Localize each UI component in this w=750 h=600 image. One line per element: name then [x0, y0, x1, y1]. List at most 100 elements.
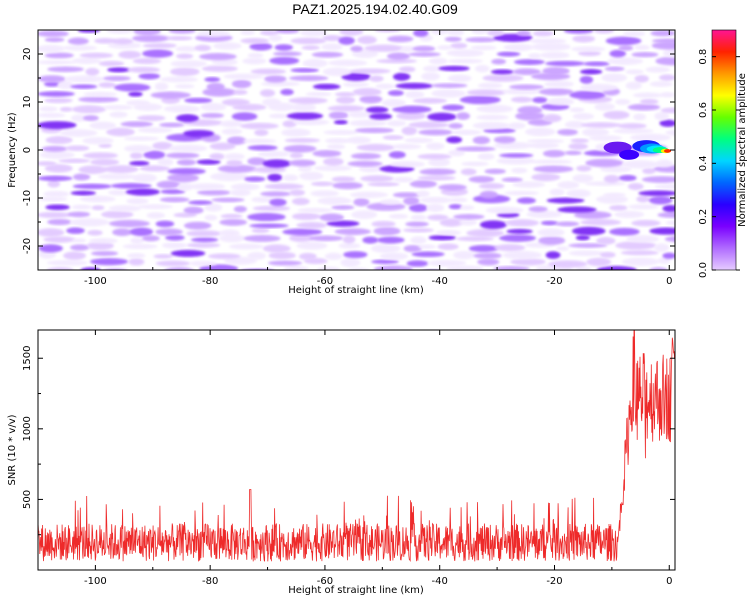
x-tick-label: -60 [317, 576, 333, 587]
noise-blob [45, 136, 73, 145]
noise-blob [428, 57, 448, 65]
noise-blob [615, 241, 657, 250]
noise-blob [450, 42, 468, 49]
noise-blob [157, 158, 174, 166]
noise-blob [578, 50, 601, 57]
noise-blob [512, 181, 546, 188]
noise-blob [297, 165, 313, 172]
noise-blob [537, 228, 565, 237]
noise-blob [571, 46, 606, 52]
noise-blob [301, 45, 320, 50]
colorbar-ticks: 0.0 0.2 0.4 0.6 0.8 [698, 49, 740, 278]
noise-blob [582, 127, 610, 137]
noise-blob [340, 258, 361, 268]
noise-blob [609, 49, 627, 58]
noise-blob [475, 64, 490, 73]
noise-blob [603, 192, 627, 198]
noise-blob [516, 30, 531, 37]
noise-blob [664, 235, 675, 243]
noise-blob [648, 196, 673, 205]
noise-blob [170, 67, 200, 76]
noise-blob [204, 214, 218, 221]
noise-blob [262, 244, 291, 253]
noise-blob [350, 191, 389, 198]
noise-blob [618, 45, 634, 51]
noise-blob [589, 135, 623, 141]
noise-blob [190, 237, 219, 243]
noise-blob [108, 219, 150, 228]
noise-blob [513, 59, 545, 66]
noise-blob [47, 180, 61, 188]
noise-blob [142, 43, 177, 49]
noise-blob [403, 196, 420, 206]
noise-blob [532, 96, 548, 104]
noise-blob [283, 265, 309, 270]
noise-blob [652, 38, 675, 44]
noise-blob [524, 127, 556, 137]
noise-blob [226, 159, 243, 167]
noise-blob [494, 244, 526, 252]
noise-blob [264, 75, 287, 83]
noise-blob [233, 205, 247, 213]
noise-blob [240, 38, 270, 44]
noise-blob [626, 235, 660, 243]
noise-blob [247, 157, 266, 166]
noise-blob [660, 107, 675, 114]
noise-blob [39, 151, 75, 159]
x-tick-label: 0 [666, 576, 672, 587]
noise-blob [362, 236, 379, 244]
noise-blob [484, 168, 506, 175]
noise-blob [639, 98, 659, 105]
noise-blob [381, 99, 406, 107]
noise-blob [603, 110, 630, 120]
noise-blob [427, 259, 467, 267]
noise-blob [264, 183, 304, 190]
noise-blob [446, 136, 463, 144]
noise-blob [512, 68, 541, 76]
noise-blob [446, 49, 485, 57]
noise-blob [44, 37, 65, 43]
noise-blob [401, 126, 418, 136]
noise-blob [38, 121, 77, 130]
noise-blob [211, 58, 238, 66]
noise-blob [284, 138, 321, 143]
noise-blob [426, 142, 445, 150]
noise-blob [338, 242, 361, 249]
noise-blob [529, 142, 560, 149]
noise-blob [228, 243, 264, 250]
noise-blob [299, 30, 328, 37]
noise-blob [176, 159, 197, 166]
noise-blob [402, 227, 434, 233]
colorbar-tick-label: 0.2 [698, 209, 709, 225]
noise-blob [231, 112, 258, 121]
noise-blob [555, 221, 580, 227]
noise-blob [335, 92, 356, 97]
noise-blob [168, 30, 196, 34]
noise-blob [376, 236, 405, 244]
noise-blob [403, 244, 422, 253]
noise-blob [260, 81, 300, 87]
noise-blob [374, 265, 413, 270]
noise-blob [322, 35, 342, 42]
noise-blob [511, 167, 528, 174]
noise-blob [219, 218, 248, 226]
noise-blob [210, 172, 248, 181]
noise-blob [286, 112, 324, 120]
noise-blob [282, 228, 323, 236]
noise-blob [155, 260, 191, 267]
noise-blob [83, 91, 117, 97]
noise-blob [366, 202, 406, 211]
noise-blob [45, 204, 70, 211]
noise-blob [665, 129, 675, 136]
noise-blob [98, 82, 116, 88]
x-tick-label: -100 [84, 576, 107, 587]
noise-blob [493, 266, 530, 270]
noise-blob [641, 176, 675, 183]
x-tick-label: 0 [666, 276, 672, 287]
noise-blob [297, 207, 333, 213]
noise-blob [221, 98, 250, 106]
noise-blob [38, 161, 57, 166]
noise-blob [408, 203, 428, 213]
noise-blob [44, 97, 73, 104]
noise-blob [350, 152, 382, 160]
